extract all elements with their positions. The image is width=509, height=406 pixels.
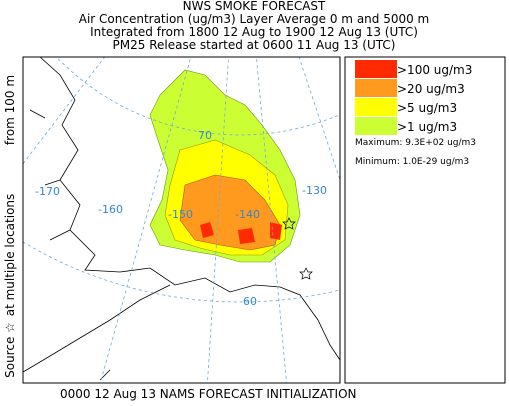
legend-label: >100 ug/m3 bbox=[397, 63, 472, 77]
side-label: Source ☆ bbox=[3, 322, 17, 378]
legend-label: >20 ug/m3 bbox=[397, 82, 465, 96]
grid-label: 70 bbox=[198, 129, 212, 142]
grid-label: -140 bbox=[235, 208, 260, 221]
legend-swatch bbox=[355, 60, 397, 78]
grid-label: -170 bbox=[35, 185, 60, 198]
subtitle: Integrated from 1800 12 Aug to 1900 12 A… bbox=[90, 25, 418, 39]
legend-swatch bbox=[355, 117, 397, 135]
legend-swatch bbox=[355, 79, 397, 97]
grid-label: -130 bbox=[302, 184, 327, 197]
legend-label: >1 ug/m3 bbox=[397, 120, 457, 134]
legend-label: >5 ug/m3 bbox=[397, 101, 457, 115]
side-labels: Source ☆ at multiple locations from 100 … bbox=[3, 75, 17, 378]
map-frame bbox=[22, 56, 341, 384]
footer: 0000 12 Aug 13 NAMS FORECAST INITIALIZAT… bbox=[60, 387, 357, 401]
minimum: Minimum: 1.0E-29 ug/m3 bbox=[355, 157, 469, 167]
grid-label: 60 bbox=[243, 295, 257, 308]
title: NWS SMOKE FORECAST bbox=[183, 0, 326, 13]
grid-label: -160 bbox=[98, 203, 123, 216]
maximum: Maximum: 9.3E+02 ug/m3 bbox=[355, 138, 476, 148]
legend-frame bbox=[344, 56, 506, 384]
side-label: at multiple locations bbox=[3, 194, 17, 317]
legend-items: >100 ug/m3 >20 ug/m3 >5 ug/m3 >1 ug/m3 bbox=[355, 60, 472, 135]
side-label: from 100 m bbox=[3, 75, 17, 145]
subtitle: Air Concentration (ug/m3) Layer Average … bbox=[79, 12, 430, 26]
legend: >100 ug/m3 >20 ug/m3 >5 ug/m3 >1 ug/m3 Maxi… bbox=[344, 56, 506, 384]
legend-swatch bbox=[355, 98, 397, 116]
grid-label: -150 bbox=[168, 208, 193, 221]
subtitle: PM25 Release started at 0600 11 Aug 13 (… bbox=[113, 38, 396, 52]
